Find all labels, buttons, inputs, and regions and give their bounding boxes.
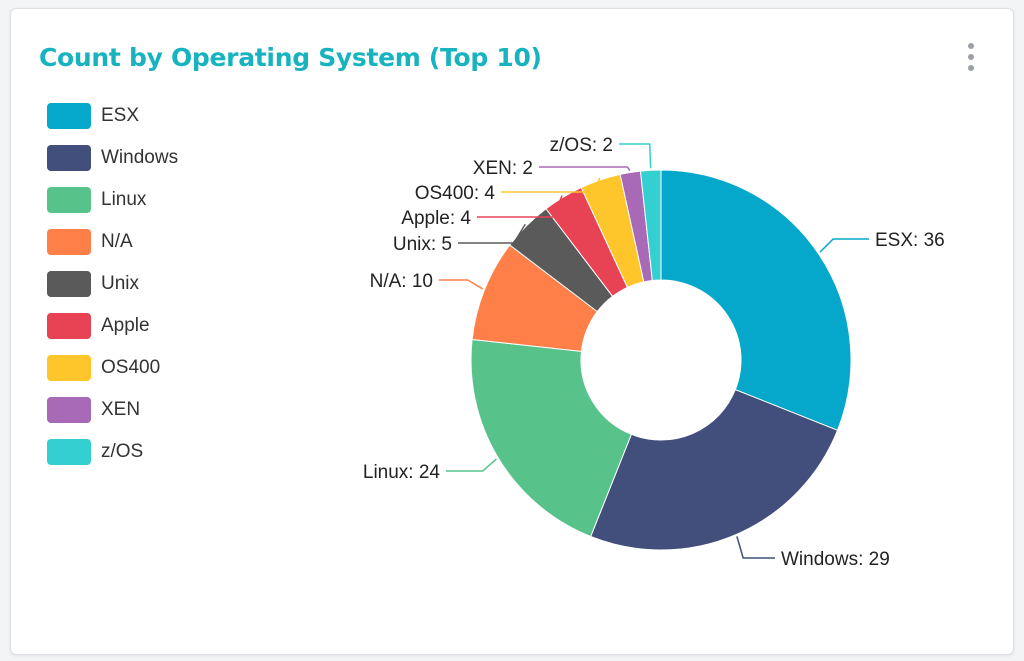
legend-swatch [47, 271, 91, 297]
legend-swatch [47, 313, 91, 339]
slice-label-apple: Apple: 4 [401, 208, 471, 229]
slice-label-n-a: N/A: 10 [370, 271, 433, 292]
slice-linux[interactable] [470, 338, 633, 538]
leader-line-xen [539, 166, 631, 171]
legend-swatch [47, 187, 91, 213]
legend-item-unix[interactable]: Unix [47, 263, 307, 305]
slice-label-os400: OS400: 4 [415, 183, 496, 204]
legend-swatch [47, 145, 91, 171]
leader-line-windows [736, 536, 775, 559]
legend-swatch [47, 355, 91, 381]
slice-esx[interactable] [660, 169, 852, 431]
slice-label-z-os: z/OS: 2 [550, 135, 613, 156]
legend-swatch [47, 103, 91, 129]
legend-label: Unix [101, 273, 140, 294]
slice-label-unix: Unix: 5 [393, 234, 452, 255]
legend-label: Windows [101, 147, 179, 168]
legend-label: Linux [101, 189, 147, 210]
legend-label: OS400 [101, 357, 161, 378]
legend-item-windows[interactable]: Windows [47, 137, 307, 179]
slice-label-windows: Windows: 29 [781, 549, 890, 570]
legend-item-z-os[interactable]: z/OS [47, 431, 307, 473]
leader-line-n-a [439, 279, 484, 290]
legend-item-apple[interactable]: Apple [47, 305, 307, 347]
kebab-menu-icon[interactable] [959, 39, 983, 75]
legend-swatch [47, 397, 91, 423]
legend-item-xen[interactable]: XEN [47, 389, 307, 431]
slice-windows[interactable] [590, 388, 839, 551]
leader-line-apple [477, 195, 563, 218]
legend-item-linux[interactable]: Linux [47, 179, 307, 221]
legend-item-n-a[interactable]: N/A [47, 221, 307, 263]
leader-line-os400 [501, 177, 601, 193]
leader-line-linux [446, 458, 497, 472]
leader-line-esx [819, 238, 869, 253]
slice-label-esx: ESX: 36 [875, 230, 945, 251]
legend-label: ESX [101, 105, 140, 126]
slice-label-linux: Linux: 24 [363, 462, 441, 483]
legend-item-esx[interactable]: ESX [47, 95, 307, 137]
legend-item-os400[interactable]: OS400 [47, 347, 307, 389]
slice-label-xen: XEN: 2 [473, 158, 533, 179]
chart-title: Count by Operating System (Top 10) [39, 43, 542, 72]
legend-label: XEN [101, 399, 141, 420]
legend-label: Apple [101, 315, 150, 336]
leader-line-unix [458, 223, 526, 244]
legend-label: z/OS [101, 441, 144, 462]
chart-legend: ESX Windows Linux N/A Unix Apple OS400 XEN z/OS [47, 95, 307, 473]
slice-z-os[interactable] [639, 169, 662, 282]
legend-swatch [47, 229, 91, 255]
leader-line-z-os [619, 143, 652, 169]
legend-label: N/A [101, 231, 133, 252]
legend-swatch [47, 439, 91, 465]
